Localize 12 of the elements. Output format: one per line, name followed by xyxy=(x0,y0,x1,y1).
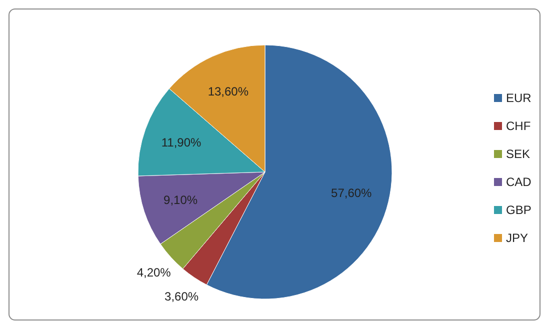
data-label: 11,90% xyxy=(161,135,202,150)
data-label: 13,60% xyxy=(208,84,249,98)
legend-label: JPY xyxy=(506,231,528,246)
data-label: 57,60% xyxy=(331,186,372,200)
data-label: 3,60% xyxy=(164,290,199,304)
legend-label: CAD xyxy=(506,175,532,190)
legend-label: SEK xyxy=(506,147,530,162)
legend-label: GBP xyxy=(506,203,532,218)
data-label: 4,20% xyxy=(136,266,172,280)
data-label: 9,10% xyxy=(164,192,198,207)
legend-label: CHF xyxy=(506,119,531,134)
legend-label: EUR xyxy=(506,91,532,106)
